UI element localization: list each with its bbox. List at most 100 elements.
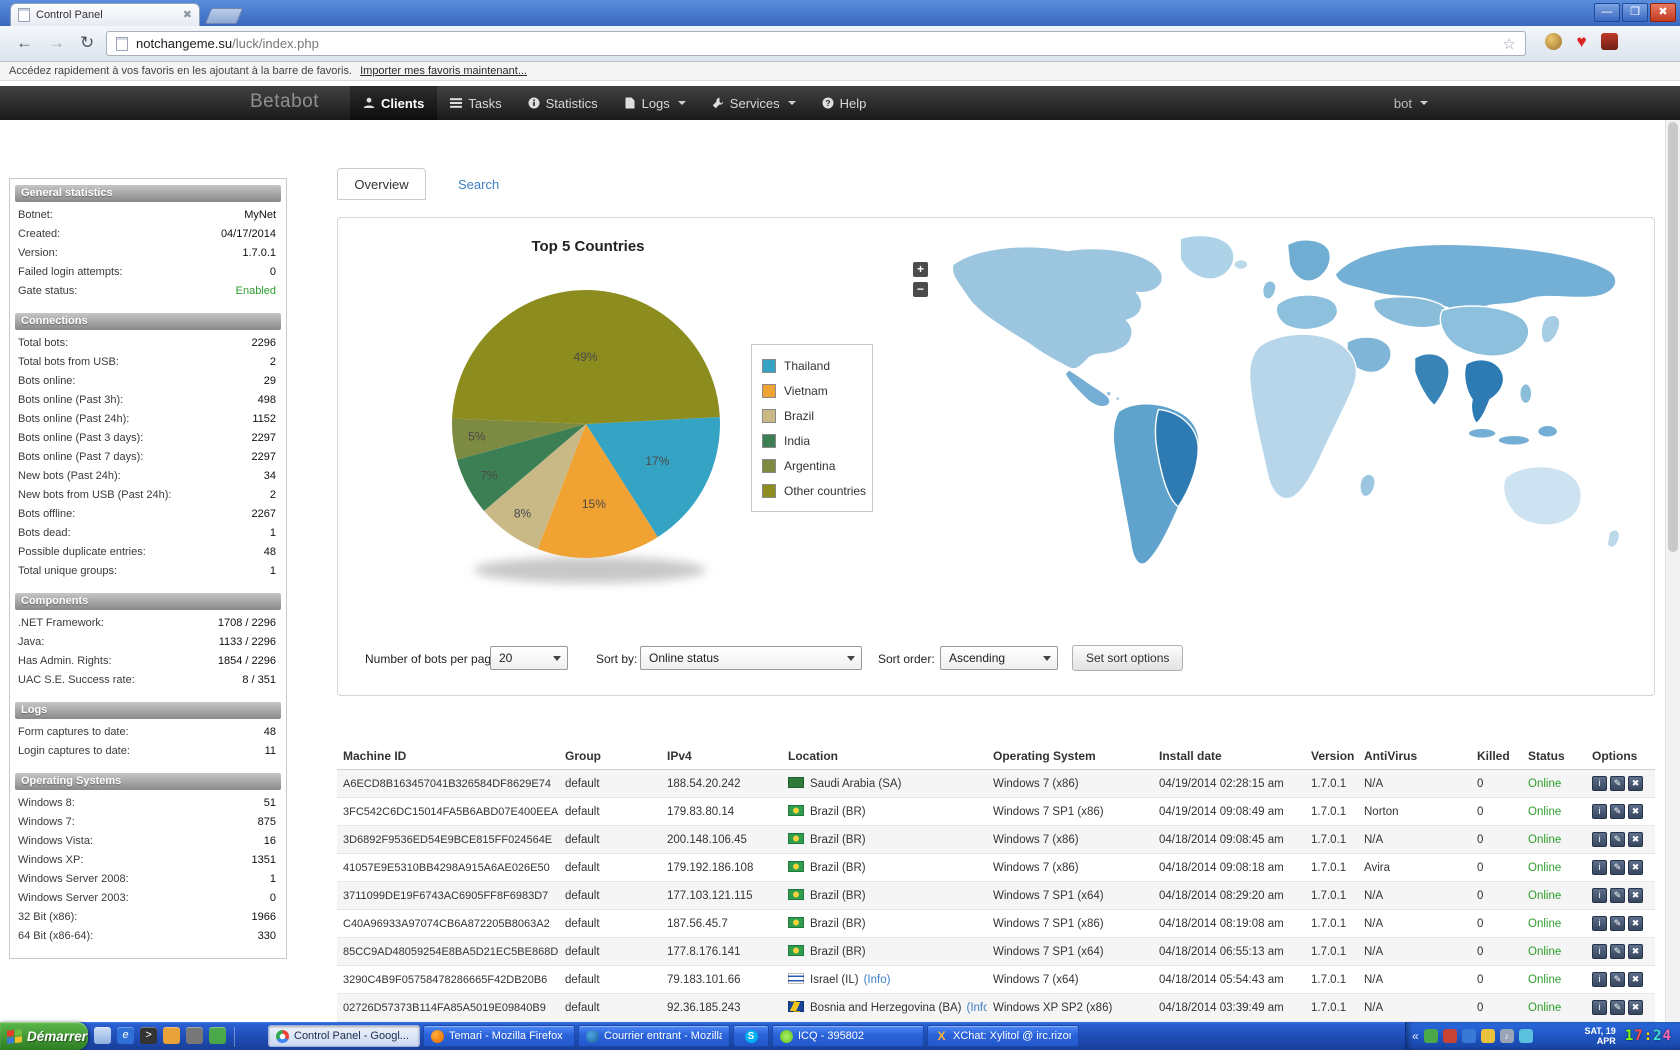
- tab-close-icon[interactable]: ✖: [182, 8, 192, 21]
- window-maximize-button[interactable]: ❐: [1622, 3, 1648, 22]
- new-tab-button[interactable]: [204, 8, 244, 24]
- app-quicklaunch-icon[interactable]: [209, 1027, 226, 1044]
- taskbar-task-icq-395802[interactable]: ICQ - 395802: [772, 1025, 924, 1047]
- taskbar-task-xchat-xylitol-irc-rizon[interactable]: X XChat: Xylitol @ irc.rizon...: [927, 1025, 1079, 1047]
- edit-button[interactable]: ✎: [1610, 888, 1625, 903]
- import-favorites-link[interactable]: Importer mes favoris maintenant...: [360, 65, 527, 77]
- per-page-select[interactable]: 20: [490, 646, 568, 670]
- nav-item-logs[interactable]: Logs: [611, 86, 699, 120]
- sidebar-stat-new-bots-past-24h: New bots (Past 24h): 34: [18, 470, 276, 482]
- col-options[interactable]: Options: [1586, 742, 1655, 770]
- info-button[interactable]: i: [1592, 944, 1607, 959]
- sort-order-select[interactable]: Ascending: [940, 646, 1058, 670]
- info-button[interactable]: i: [1592, 888, 1607, 903]
- forward-button[interactable]: →: [48, 33, 65, 52]
- edit-button[interactable]: ✎: [1610, 916, 1625, 931]
- edit-button[interactable]: ✎: [1610, 832, 1625, 847]
- info-button[interactable]: i: [1592, 832, 1607, 847]
- start-button[interactable]: Démarrer: [0, 1022, 88, 1050]
- map-zoom-out-button[interactable]: −: [913, 282, 928, 297]
- reload-button[interactable]: ↻: [80, 33, 95, 52]
- edit-button[interactable]: ✎: [1610, 804, 1625, 819]
- window-minimize-button[interactable]: —: [1594, 3, 1620, 22]
- edit-button[interactable]: ✎: [1610, 1000, 1625, 1015]
- nav-item-clients[interactable]: Clients: [350, 86, 438, 120]
- sort-by-select[interactable]: Online status: [640, 646, 862, 670]
- delete-button[interactable]: ✖: [1628, 804, 1643, 819]
- tray-icon[interactable]: [1518, 1029, 1533, 1043]
- info-button[interactable]: i: [1592, 776, 1607, 791]
- show-desktop-icon[interactable]: [94, 1027, 111, 1044]
- col-ipv4[interactable]: IPv4: [661, 742, 782, 770]
- col-group[interactable]: Group: [559, 742, 661, 770]
- col-install-date[interactable]: Install date: [1153, 742, 1305, 770]
- user-menu[interactable]: bot: [1394, 86, 1428, 120]
- col-status[interactable]: Status: [1522, 742, 1586, 770]
- delete-button[interactable]: ✖: [1628, 972, 1643, 987]
- delete-button[interactable]: ✖: [1628, 1000, 1643, 1015]
- info-button[interactable]: i: [1592, 916, 1607, 931]
- cell-version: 1.7.0.1: [1305, 853, 1358, 882]
- col-killed[interactable]: Killed: [1471, 742, 1522, 770]
- address-bar[interactable]: notchangeme.su/luck/index.php ☆: [106, 31, 1526, 56]
- delete-button[interactable]: ✖: [1628, 832, 1643, 847]
- edit-button[interactable]: ✎: [1610, 776, 1625, 791]
- location-info-link[interactable]: (Info): [863, 974, 891, 986]
- nav-item-tasks[interactable]: Tasks: [437, 86, 514, 120]
- extension-shield-icon[interactable]: [1601, 33, 1618, 50]
- location-info-link[interactable]: (Info): [966, 1002, 988, 1014]
- edit-button[interactable]: ✎: [1610, 972, 1625, 987]
- nav-item-statistics[interactable]: Statistics: [515, 86, 611, 120]
- taskbar-task-temari-mozilla-firefox[interactable]: Temari - Mozilla Firefox: [423, 1025, 575, 1047]
- tray-icon[interactable]: [1461, 1029, 1476, 1043]
- set-sort-options-button[interactable]: Set sort options: [1072, 645, 1184, 671]
- console-quicklaunch-icon[interactable]: >: [140, 1027, 157, 1044]
- tray-icon[interactable]: [1480, 1029, 1495, 1043]
- pie-slice-brazil: [484, 424, 586, 549]
- taskbar-task-control-panel-googl[interactable]: Control Panel - Googl...: [268, 1025, 420, 1047]
- info-button[interactable]: i: [1592, 804, 1607, 819]
- tab-overview[interactable]: Overview: [337, 168, 426, 200]
- back-button[interactable]: ←: [16, 33, 33, 52]
- info-button[interactable]: i: [1592, 972, 1607, 987]
- delete-button[interactable]: ✖: [1628, 860, 1643, 875]
- taskbar-task-skype[interactable]: S: [733, 1025, 769, 1047]
- pie-value-label: 7%: [480, 469, 498, 483]
- cell-install-date: 04/19/2014 09:08:49 am: [1153, 797, 1305, 826]
- edit-button[interactable]: ✎: [1610, 944, 1625, 959]
- tab-search[interactable]: Search: [458, 176, 500, 192]
- info-button[interactable]: i: [1592, 1000, 1607, 1015]
- page-scrollbar[interactable]: [1665, 120, 1680, 1022]
- tray-icon[interactable]: [1442, 1029, 1457, 1043]
- scrollbar-thumb[interactable]: [1668, 122, 1678, 552]
- delete-button[interactable]: ✖: [1628, 776, 1643, 791]
- extension-cookie-icon[interactable]: [1545, 33, 1562, 50]
- delete-button[interactable]: ✖: [1628, 944, 1643, 959]
- window-close-button[interactable]: ✖: [1650, 3, 1676, 22]
- col-operating-system[interactable]: Operating System: [987, 742, 1153, 770]
- edit-button[interactable]: ✎: [1610, 860, 1625, 875]
- map-zoom-in-button[interactable]: +: [913, 262, 928, 277]
- tray-expand-icon[interactable]: «: [1412, 1029, 1419, 1043]
- nav-item-services[interactable]: Services: [699, 86, 809, 120]
- delete-button[interactable]: ✖: [1628, 888, 1643, 903]
- folder-quicklaunch-icon[interactable]: [163, 1027, 180, 1044]
- taskbar-task-courrier-entrant-mozilla[interactable]: Courrier entrant - Mozilla...: [578, 1025, 730, 1047]
- col-machine-id[interactable]: Machine ID: [337, 742, 559, 770]
- extension-heart-icon[interactable]: ♥: [1576, 32, 1587, 51]
- tray-icon[interactable]: [1423, 1029, 1438, 1043]
- col-version[interactable]: Version: [1305, 742, 1358, 770]
- tool-quicklaunch-icon[interactable]: [186, 1027, 203, 1044]
- col-location[interactable]: Location: [782, 742, 987, 770]
- info-button[interactable]: i: [1592, 860, 1607, 875]
- browser-quicklaunch-icon[interactable]: e: [117, 1027, 134, 1044]
- cell-version: 1.7.0.1: [1305, 881, 1358, 910]
- nav-item-help[interactable]: ? Help: [809, 86, 880, 120]
- tray-icon[interactable]: ♪: [1499, 1029, 1514, 1043]
- cell-os: Windows 7 SP1 (x86): [987, 909, 1153, 938]
- bookmark-star-icon[interactable]: ☆: [1502, 35, 1516, 53]
- delete-button[interactable]: ✖: [1628, 916, 1643, 931]
- legend-item-india: India: [762, 428, 862, 453]
- col-antivirus[interactable]: AntiVirus: [1358, 742, 1471, 770]
- browser-tab[interactable]: Control Panel ✖: [10, 3, 200, 26]
